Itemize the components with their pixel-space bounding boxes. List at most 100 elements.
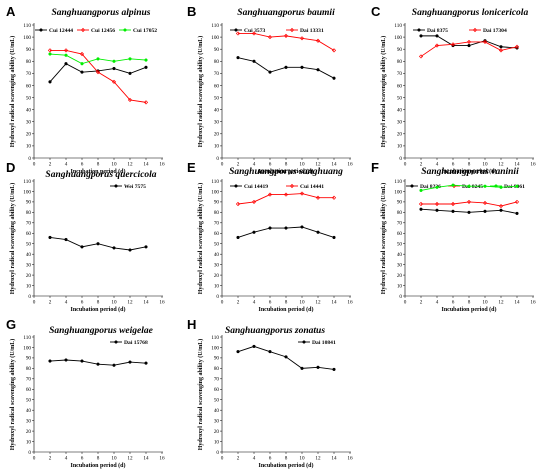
y-tick-label: 50 [214,242,220,248]
y-tick-label: 30 [214,262,220,268]
series-line [237,193,334,205]
x-tick-label: 6 [452,162,455,168]
y-tick-label: 50 [26,95,32,101]
x-tick-label: 12 [498,300,504,306]
y-tick-label: 50 [26,398,32,404]
legend-label: Dai 10841 [312,340,336,346]
legend-item: Cui 3573 [230,28,265,34]
panel-letter: C [371,4,381,19]
data-point [284,355,288,359]
y-tick-label: 0 [28,450,31,456]
x-tick-label: 14 [331,300,337,306]
legend-label: Cui 12444 [49,28,73,34]
y-tick-label: 50 [26,242,32,248]
series-line [421,201,518,207]
legend-marker [302,340,306,344]
data-point [467,210,471,214]
legend-label: Dai 13331 [300,28,324,34]
x-axis-title: Incubation period (d) [258,306,313,313]
y-tick-label: 80 [397,210,403,216]
x-tick-label: 8 [468,300,471,306]
y-tick-label: 110 [211,179,219,185]
data-point [299,191,305,196]
series-1 [419,207,519,216]
data-point [300,366,304,370]
legend-item: Dai 13331 [286,27,324,34]
x-tick-label: 10 [299,456,305,462]
y-tick-label: 60 [26,231,32,237]
legend-marker [114,340,118,344]
y-tick-label: 30 [214,120,220,126]
legend-label: Dai 8236 [420,184,441,190]
data-point [235,201,241,207]
legend-item: Wei 7575 [110,184,146,190]
legend-marker [39,28,43,32]
y-tick-label: 80 [26,366,32,372]
y-axis-title: Hydroxyl radical scavenging ability (U/m… [197,36,204,148]
data-point [498,48,504,53]
y-tick-label: 110 [394,23,402,29]
x-tick-label: 0 [221,300,224,306]
y-tick-label: 0 [216,450,219,456]
data-point [419,188,423,193]
y-tick-label: 20 [214,273,220,279]
series-1 [48,235,148,252]
data-point [267,192,273,197]
data-point [268,350,272,354]
panel-title: Sanghuangporus weigelae [49,326,154,336]
x-axis-title: Incubation period (d) [441,168,496,175]
y-tick-label: 70 [214,221,220,227]
data-point [332,367,336,372]
x-tick-label: 2 [237,162,240,168]
x-tick-label: 8 [97,300,100,306]
y-tick-label: 70 [214,377,220,383]
y-tick-label: 100 [394,189,402,195]
data-point [80,359,84,363]
y-tick-label: 30 [26,262,32,268]
y-tick-label: 90 [26,47,32,53]
y-tick-label: 10 [26,283,32,289]
data-point [235,31,241,36]
x-tick-label: 2 [49,456,52,462]
data-point [300,225,304,229]
y-tick-label: 70 [26,221,32,227]
y-axis-title: Hydroxyl radical scavenging ability (U/m… [9,339,16,451]
data-point [418,201,424,207]
y-axis-title: Hydroxyl radical scavenging ability (U/m… [380,36,387,148]
data-point [331,48,337,53]
legend-item: Cui 14441 [286,183,324,190]
y-tick-label: 60 [214,231,220,237]
data-point [450,42,456,47]
y-tick-label: 30 [26,418,32,424]
data-point [64,62,68,66]
data-point [80,245,84,249]
y-axis-title: Hydroxyl radical scavenging ability (U/m… [380,183,387,295]
y-tick-label: 100 [23,35,31,41]
data-point [467,184,471,188]
x-tick-label: 10 [111,300,117,306]
y-tick-label: 10 [214,439,220,445]
legend-label: Dai 9061 [504,184,525,190]
y-tick-label: 50 [397,242,403,248]
legend-label: Cui 12456 [91,28,115,34]
data-point [284,226,288,230]
y-tick-label: 50 [214,398,220,404]
panel-letter: H [187,317,196,332]
chart-panel-f: F Sanghuangporus vaninii01020304050607080… [371,160,536,313]
x-tick-label: 10 [111,162,117,168]
data-point [482,39,488,45]
x-tick-label: 16 [347,300,353,306]
y-tick-label: 10 [397,283,403,289]
legend-item: Cui 12444 [35,28,73,34]
data-point [515,211,519,216]
y-tick-label: 30 [214,418,220,424]
data-point [251,199,257,205]
x-tick-label: 6 [269,162,272,168]
data-point [111,79,117,84]
y-tick-label: 40 [214,408,220,414]
y-tick-label: 30 [26,120,32,126]
y-tick-label: 0 [28,294,31,300]
y-tick-label: 0 [28,156,31,162]
data-point [64,53,68,57]
